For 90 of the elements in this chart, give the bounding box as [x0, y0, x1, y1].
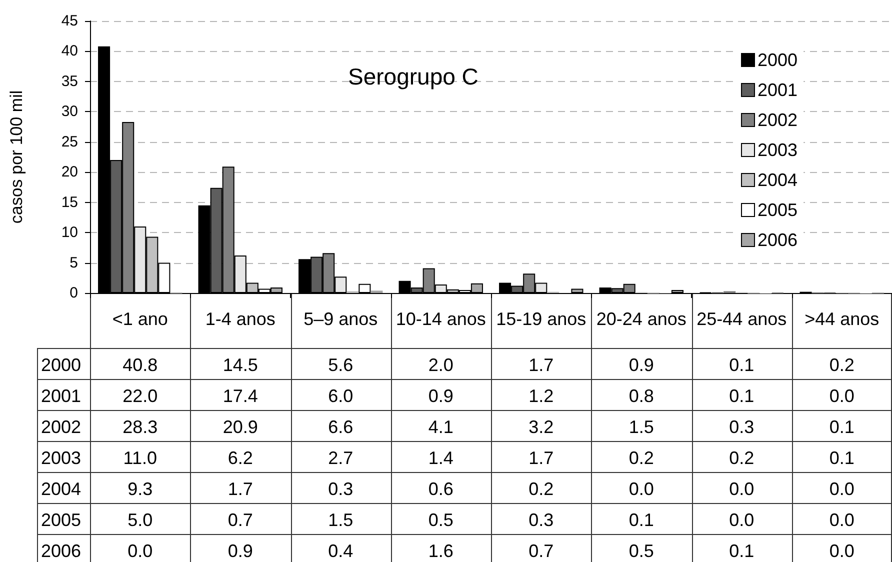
- text: 2005: [41, 510, 82, 530]
- data-label: 6.0: [327, 386, 354, 406]
- data-label: 0.6: [427, 478, 454, 498]
- data-label: 1.7: [528, 354, 555, 374]
- data-label: 28.3: [122, 416, 159, 436]
- x-tick-label: 1-4 anos: [205, 309, 276, 329]
- data-label: 0.2: [828, 354, 856, 374]
- x-tick-label: >44 anos: [804, 309, 880, 329]
- data-label: 17.4: [222, 386, 259, 406]
- data-label: 0.0: [628, 478, 655, 498]
- y-tick-label: 5: [70, 254, 78, 272]
- x-tick-label: 15-19 anos: [496, 309, 586, 329]
- text: 2004: [41, 478, 82, 498]
- data-label: 20.9: [222, 416, 259, 436]
- data-label: 0.2: [628, 448, 655, 468]
- y-tick-label: 15: [61, 194, 78, 211]
- data-label: 1.6: [427, 540, 454, 560]
- data-label: 0.4: [327, 540, 354, 560]
- data-label: 0.1: [728, 386, 756, 406]
- legend-label: 2001: [758, 80, 798, 100]
- data-label: 0.0: [828, 540, 856, 560]
- y-tick-label: 45: [61, 12, 78, 30]
- data-label: 14.5: [222, 354, 259, 374]
- data-label: 3.2: [528, 416, 555, 436]
- data-label: 0.1: [728, 540, 756, 560]
- data-label: 11.0: [122, 448, 158, 468]
- x-tick-label: 5–9 anos: [304, 309, 378, 329]
- data-label: 1.5: [327, 510, 354, 530]
- legend-label: 2002: [758, 110, 798, 130]
- legend-label: 2004: [758, 170, 798, 190]
- data-label: 0.0: [728, 478, 756, 498]
- data-label: 2.0: [427, 354, 454, 374]
- legend-label: 2006: [758, 230, 798, 250]
- y-tick-label: 20: [61, 164, 78, 181]
- text: 2002: [41, 416, 82, 436]
- data-label: 5.6: [327, 354, 354, 374]
- data-label: 5.0: [126, 510, 154, 530]
- y-tick-label: 40: [61, 42, 78, 60]
- legend-label: 2000: [758, 50, 798, 70]
- data-label: 2.7: [327, 448, 354, 468]
- data-label: 0.3: [728, 416, 756, 436]
- y-axis-title: casos por 100 mil: [7, 90, 26, 224]
- y-tick-label: 25: [61, 133, 78, 150]
- text: Serogrupo C: [348, 64, 478, 90]
- data-label: 1.4: [427, 448, 454, 468]
- data-label: 1.2: [528, 386, 555, 406]
- data-label: 0.0: [828, 510, 856, 530]
- data-label: 0.7: [528, 540, 555, 560]
- legend-label: 2003: [758, 140, 798, 160]
- data-label: 0.3: [327, 478, 354, 498]
- y-tick-label: 35: [61, 72, 78, 90]
- data-label: 4.1: [427, 416, 454, 436]
- data-label: 6.2: [226, 448, 254, 468]
- data-label: 9.3: [126, 478, 154, 498]
- data-label: 0.2: [528, 478, 555, 498]
- data-label: 0.9: [427, 386, 454, 406]
- data-label: 0.3: [528, 510, 555, 530]
- x-tick-label: <1 ano: [112, 309, 168, 329]
- data-label: 0.8: [628, 386, 655, 406]
- x-tick-label: 25-44 anos: [696, 309, 787, 329]
- data-label: 0.1: [828, 416, 856, 436]
- text: 2003: [41, 448, 82, 468]
- data-label: 0.7: [226, 510, 254, 530]
- legend-label: 2005: [758, 200, 798, 220]
- x-tick-label: 10-14 anos: [396, 309, 486, 329]
- text: 2000: [41, 354, 82, 374]
- y-tick-label: 30: [61, 103, 78, 120]
- data-label: 0.0: [828, 386, 856, 406]
- y-tick-label: 10: [61, 224, 78, 242]
- data-label: 0.0: [728, 510, 756, 530]
- data-label: 0.0: [126, 540, 154, 560]
- x-tick-label: 20-24 anos: [596, 309, 686, 329]
- text: 2001: [41, 386, 82, 406]
- data-label: 0.5: [427, 510, 454, 530]
- data-label: 0.1: [628, 510, 655, 530]
- data-label: 0.9: [628, 354, 655, 374]
- data-label: 0.1: [728, 354, 756, 374]
- data-label: 0.1: [828, 448, 856, 468]
- data-label: 1.5: [628, 416, 655, 436]
- data-label: 22.0: [122, 386, 159, 406]
- data-label: 40.8: [122, 354, 159, 374]
- data-label: 0.5: [628, 540, 655, 560]
- text: 2006: [41, 540, 82, 560]
- data-label: 0.2: [728, 448, 756, 468]
- data-label: 1.7: [528, 448, 555, 468]
- data-label: 0.0: [828, 478, 856, 498]
- data-label: 0.9: [226, 540, 254, 560]
- data-label: 1.7: [226, 478, 254, 498]
- y-tick-label: 0: [70, 284, 78, 302]
- data-label: 6.6: [327, 416, 354, 436]
